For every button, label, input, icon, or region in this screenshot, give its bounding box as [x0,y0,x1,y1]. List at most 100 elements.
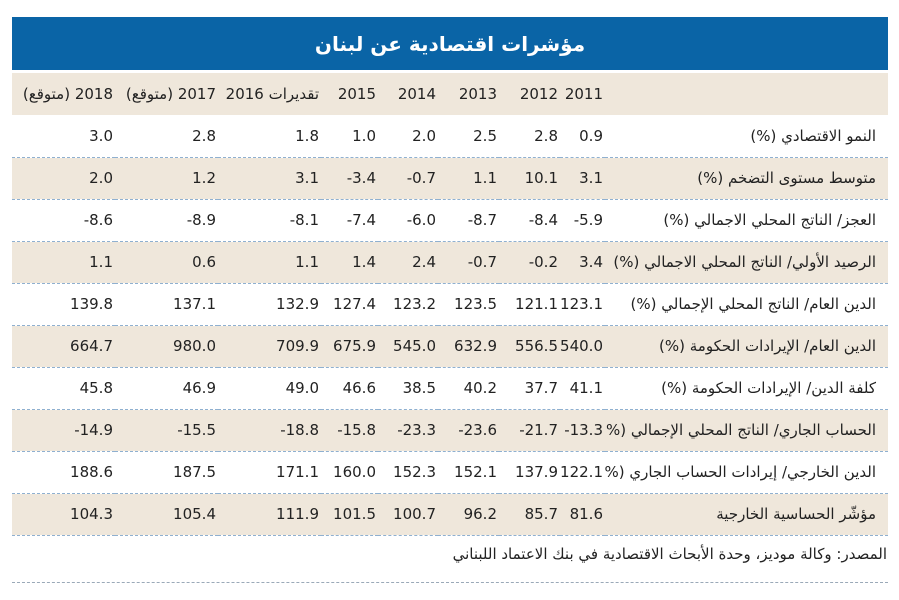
table-cell: -0.7 [438,241,499,284]
table-cell: 2.8 [499,115,560,158]
table-row: 139.8 137.1 132.9 127.4 123.2 123.5 121.1 123.1… [12,283,888,326]
table-cell: 3.4 [560,241,605,284]
table-cell: -14.9 [12,409,115,452]
indicators-table: 2018 (متوقع) 2017 (متوقع) تقديرات 2016 2015… [12,73,888,536]
table-cell: 2.0 [378,115,438,158]
table-cell: 41.1 [560,367,605,410]
table-cell: -6.0 [378,199,438,242]
table-cell: 104.3 [12,493,115,536]
table-cell: 40.2 [438,367,499,410]
table-cell: 1.1 [12,241,115,284]
table-cell: 188.6 [12,451,115,494]
table-cell: -13.3 [560,409,605,452]
table-title: مؤشرات اقتصادية عن لبنان [12,17,888,70]
table-cell: -23.3 [378,409,438,452]
row-label: مؤشّر الحساسية الخارجية [605,493,888,536]
table-cell: 96.2 [438,493,499,536]
row-label: الحساب الجاري/ الناتج المحلي الإجمالي (%… [605,409,888,452]
row-label: الدين الخارجي/ إيرادات الحساب الجاري (%) [605,451,888,494]
row-label: كلفة الدين/ الإيرادات الحكومة (%) [605,367,888,410]
table-cell: -8.6 [12,199,115,242]
row-label: متوسط مستوى التضخم (%) [605,157,888,200]
table-cell: 675.9 [321,325,378,368]
row-label: الدين العام/ الإيرادات الحكومة (%) [605,325,888,368]
table-cell: 3.1 [560,157,605,200]
table-row: -14.9 -15.5 -18.8 -15.8 -23.3 -23.6 -21.7 -13.3… [12,409,888,452]
table-cell: 160.0 [321,451,378,494]
table-row: 104.3 105.4 111.9 101.5 100.7 96.2 85.7 81.6 مؤش… [12,493,888,536]
table-cell: 2.0 [12,157,115,200]
table-cell: 3.1 [218,157,321,200]
table-cell: 2.8 [115,115,218,158]
table-cell: 123.5 [438,283,499,326]
bottom-divider [12,582,888,583]
table-cell: 10.1 [499,157,560,200]
column-header: تقديرات 2016 [225,85,319,103]
table-cell: 980.0 [115,325,218,368]
table-cell: 132.9 [218,283,321,326]
table-cell: -3.4 [321,157,378,200]
table-cell: 121.1 [499,283,560,326]
table-cell: 123.1 [560,283,605,326]
table-cell: 709.9 [218,325,321,368]
table-cell: 81.6 [560,493,605,536]
table-cell: 85.7 [499,493,560,536]
table-cell: -8.9 [115,199,218,242]
table-cell: 1.2 [115,157,218,200]
row-label: الدين العام/ الناتج المحلي الإجمالي (%) [605,283,888,326]
table-cell: 1.0 [321,115,378,158]
table-cell: 38.5 [378,367,438,410]
table-cell: -8.4 [499,199,560,242]
table-cell: -5.9 [560,199,605,242]
table-row: 45.8 46.9 49.0 46.6 38.5 40.2 37.7 41.1 كلفة الد… [12,367,888,410]
table-cell: -0.2 [499,241,560,284]
source-note: المصدر: وكالة موديز، وحدة الأبحاث الاقتص… [452,545,887,563]
table-cell: 49.0 [218,367,321,410]
table-cell: 137.9 [499,451,560,494]
column-header: 2018 (متوقع) [22,85,113,103]
label-column-header [605,73,888,115]
table-cell: -7.4 [321,199,378,242]
row-label: الرصيد الأولي/ الناتج المحلي الاجمالي (%… [605,241,888,284]
row-label: العجز/ الناتج المحلي الاجمالي (%) [605,199,888,242]
table-cell: 1.8 [218,115,321,158]
table-cell: 100.7 [378,493,438,536]
table-row: 1.1 0.6 1.1 1.4 2.4 -0.7 -0.2 3.4 الرصيد الأولي/… [12,241,888,284]
table-cell: 0.6 [115,241,218,284]
table-cell: 556.5 [499,325,560,368]
table-cell: -15.5 [115,409,218,452]
table-cell: 2.4 [378,241,438,284]
table-row: 664.7 980.0 709.9 675.9 545.0 632.9 556.5 540.0… [12,325,888,368]
table-cell: 37.7 [499,367,560,410]
row-label: النمو الاقتصادي (%) [605,115,888,158]
table-cell: 540.0 [560,325,605,368]
table-cell: 105.4 [115,493,218,536]
header-row: 2018 (متوقع) 2017 (متوقع) تقديرات 2016 2015… [12,73,888,115]
table-cell: 101.5 [321,493,378,536]
table-cell: 111.9 [218,493,321,536]
table-cell: -23.6 [438,409,499,452]
column-header: 2011 [564,85,603,103]
table-cell: 123.2 [378,283,438,326]
table-cell: 1.4 [321,241,378,284]
table-cell: -15.8 [321,409,378,452]
table-cell: -0.7 [378,157,438,200]
table-cell: 187.5 [115,451,218,494]
table-cell: 632.9 [438,325,499,368]
table-cell: 0.9 [560,115,605,158]
table-row: 188.6 187.5 171.1 160.0 152.3 152.1 137.9 122.1… [12,451,888,494]
column-header: 2015 [337,85,376,103]
table-cell: 45.8 [12,367,115,410]
table-cell: -18.8 [218,409,321,452]
table-row: 2.0 1.2 3.1 -3.4 -0.7 1.1 10.1 3.1 متوسط مستوى ا… [12,157,888,200]
table-cell: 171.1 [218,451,321,494]
table-cell: 46.6 [321,367,378,410]
table-cell: 139.8 [12,283,115,326]
table-row: -8.6 -8.9 -8.1 -7.4 -6.0 -8.7 -8.4 -5.9 العجز/ ا… [12,199,888,242]
column-header: 2012 [519,85,558,103]
table-cell: -8.1 [218,199,321,242]
table-cell: 2.5 [438,115,499,158]
table-cell: -8.7 [438,199,499,242]
column-header: 2014 [397,85,436,103]
